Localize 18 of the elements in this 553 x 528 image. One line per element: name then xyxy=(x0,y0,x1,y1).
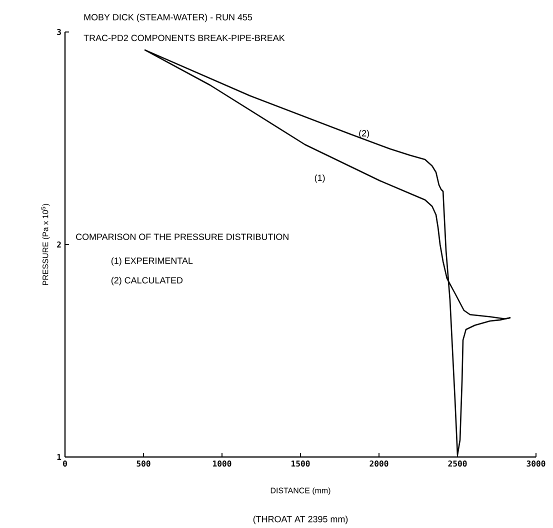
y-tick-label: 3 xyxy=(57,28,61,36)
y-tick-label: 2 xyxy=(57,242,61,248)
x-tick-label: 2500 xyxy=(448,460,467,467)
x-tick-label: 2000 xyxy=(370,460,388,467)
annotation: COMPARISON OF THE PRESSURE DISTRIBUTION xyxy=(76,234,288,240)
y-tick-label: 1 xyxy=(57,454,62,460)
chart-subtitle: TRAC-PD2 COMPONENTS BREAK-PIPE-BREAK xyxy=(84,34,285,42)
annotation: (2) xyxy=(359,130,370,138)
annotation: (1) xyxy=(314,174,325,183)
annotation: (1) EXPERIMENTAL xyxy=(111,257,193,266)
annotation: (2) CALCULATED xyxy=(111,276,183,286)
x-tick-label: 3000 xyxy=(526,460,546,467)
x-tick-label: 0 xyxy=(63,460,67,467)
text: (THROAT AT 2395 mm) xyxy=(253,516,348,524)
x-tick-label: 1000 xyxy=(213,460,232,467)
chart-title: MOBY DICK (STEAM-WATER) - RUN 455 xyxy=(84,14,252,22)
x-tick-label: 500 xyxy=(136,460,150,467)
x-tick-label: 1500 xyxy=(292,460,310,467)
